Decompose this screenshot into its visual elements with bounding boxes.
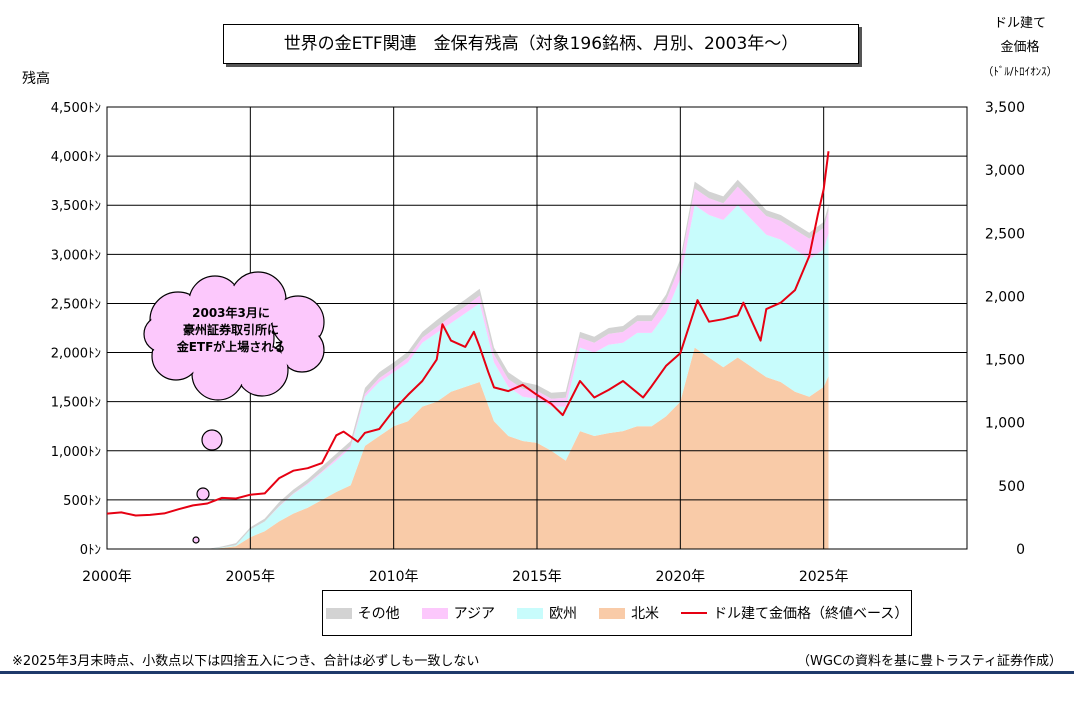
legend: その他 アジア 欧州 北米 ドル建て金価格（終値ベース） [322, 590, 912, 636]
y-left-tick-label: 3,500ﾄﾝ [51, 199, 101, 214]
y-left-tick-label: 1,500ﾄﾝ [51, 396, 101, 411]
plot-border [106, 106, 968, 550]
right-axis-label-line-2: 金価格 [1000, 40, 1040, 55]
price-line [106, 151, 830, 517]
area-series-1 [193, 205, 829, 549]
y-left-tick-label: 3,000ﾄﾝ [51, 248, 101, 263]
cloud-fill [187, 295, 273, 381]
chart-title: 世界の金ETF関連 金保有残高（対象196銘柄、月別、2003年～） [223, 24, 859, 64]
y-right-tick-label: 500 [998, 479, 1025, 495]
cloud-bubble-large [201, 429, 223, 451]
legend-swatch-asia [421, 607, 448, 619]
y-left-tick-label: 2,000ﾄﾝ [51, 347, 101, 362]
y-right-tick-label: 3,000 [985, 163, 1025, 179]
right-axis-label-line-1: ドル建て [993, 16, 1046, 31]
right-axis-label: ドル建て 金価格 （ﾄﾞﾙ/ﾄﾛｲｵﾝｽ） [972, 12, 1068, 84]
y-left-tick-label: 1,000ﾄﾝ [51, 445, 101, 460]
x-tick-label: 2020年 [656, 569, 706, 585]
y-left-tick-label: 4,000ﾄﾝ [51, 150, 101, 165]
annotation-text-line: 金ETFが上場される [176, 339, 286, 354]
x-tick-label: 2000年 [82, 569, 132, 585]
legend-label-europe: 欧州 [549, 606, 578, 622]
legend-swatch-north-america [599, 607, 626, 619]
legend-item-asia: アジア [421, 603, 496, 623]
legend-label-other: その他 [357, 606, 400, 622]
y-left-tick-label: 500ﾄﾝ [63, 494, 101, 509]
cloud-bubble-small [192, 536, 200, 544]
legend-label-asia: アジア [453, 606, 496, 622]
cloud-fill [145, 317, 179, 351]
right-axis-label-line-3: （ﾄﾞﾙ/ﾄﾛｲｵﾝｽ） [982, 65, 1058, 78]
y-left-tick-label: 0ﾄﾝ [80, 543, 101, 558]
legend-line-gold-price [681, 612, 708, 614]
legend-label-north-america: 北米 [631, 606, 660, 622]
x-tick-label: 2015年 [512, 569, 562, 585]
y-left-tick-label: 4,500ﾄﾝ [51, 101, 101, 116]
bottom-rule [0, 671, 1074, 674]
footnote: ※2025年3月末時点、小数点以下は四捨五入につき、合計は必ずしも一致しない [12, 654, 480, 669]
area-series-0 [193, 347, 829, 549]
y-left-tick-label: 2,500ﾄﾝ [51, 297, 101, 312]
legend-item-north-america: 北米 [599, 603, 659, 623]
legend-item-europe: 欧州 [517, 603, 577, 623]
area-series-2 [193, 186, 829, 549]
legend-item-other: その他 [325, 603, 400, 623]
legend-swatch-other [325, 607, 352, 619]
y-right-tick-label: 2,500 [985, 226, 1025, 242]
x-tick-label: 2010年 [369, 569, 419, 585]
legend-label-gold-price: ドル建て金価格（終値ベース） [713, 606, 909, 622]
annotation-text-line: 豪州証券取引所に [183, 322, 279, 337]
cloud-fill [281, 329, 323, 371]
cloud-bubble-medium [196, 487, 210, 501]
y-right-tick-label: 3,500 [985, 100, 1025, 116]
y-right-tick-label: 0 [1016, 542, 1025, 558]
y-right-tick-label: 1,000 [985, 416, 1025, 432]
legend-swatch-europe [517, 607, 544, 619]
legend-item-gold-price: ドル建て金価格（終値ベース） [681, 603, 908, 623]
y-right-tick-label: 2,000 [985, 289, 1025, 305]
left-axis-label: 残高 [22, 71, 50, 87]
x-tick-label: 2005年 [226, 569, 276, 585]
annotation-text-line: 2003年3月に [192, 305, 270, 320]
source-note: （WGCの資料を基に豊トラスティ証券作成） [797, 654, 1062, 669]
x-tick-label: 2025年 [799, 569, 849, 585]
y-right-tick-label: 1,500 [985, 353, 1025, 369]
